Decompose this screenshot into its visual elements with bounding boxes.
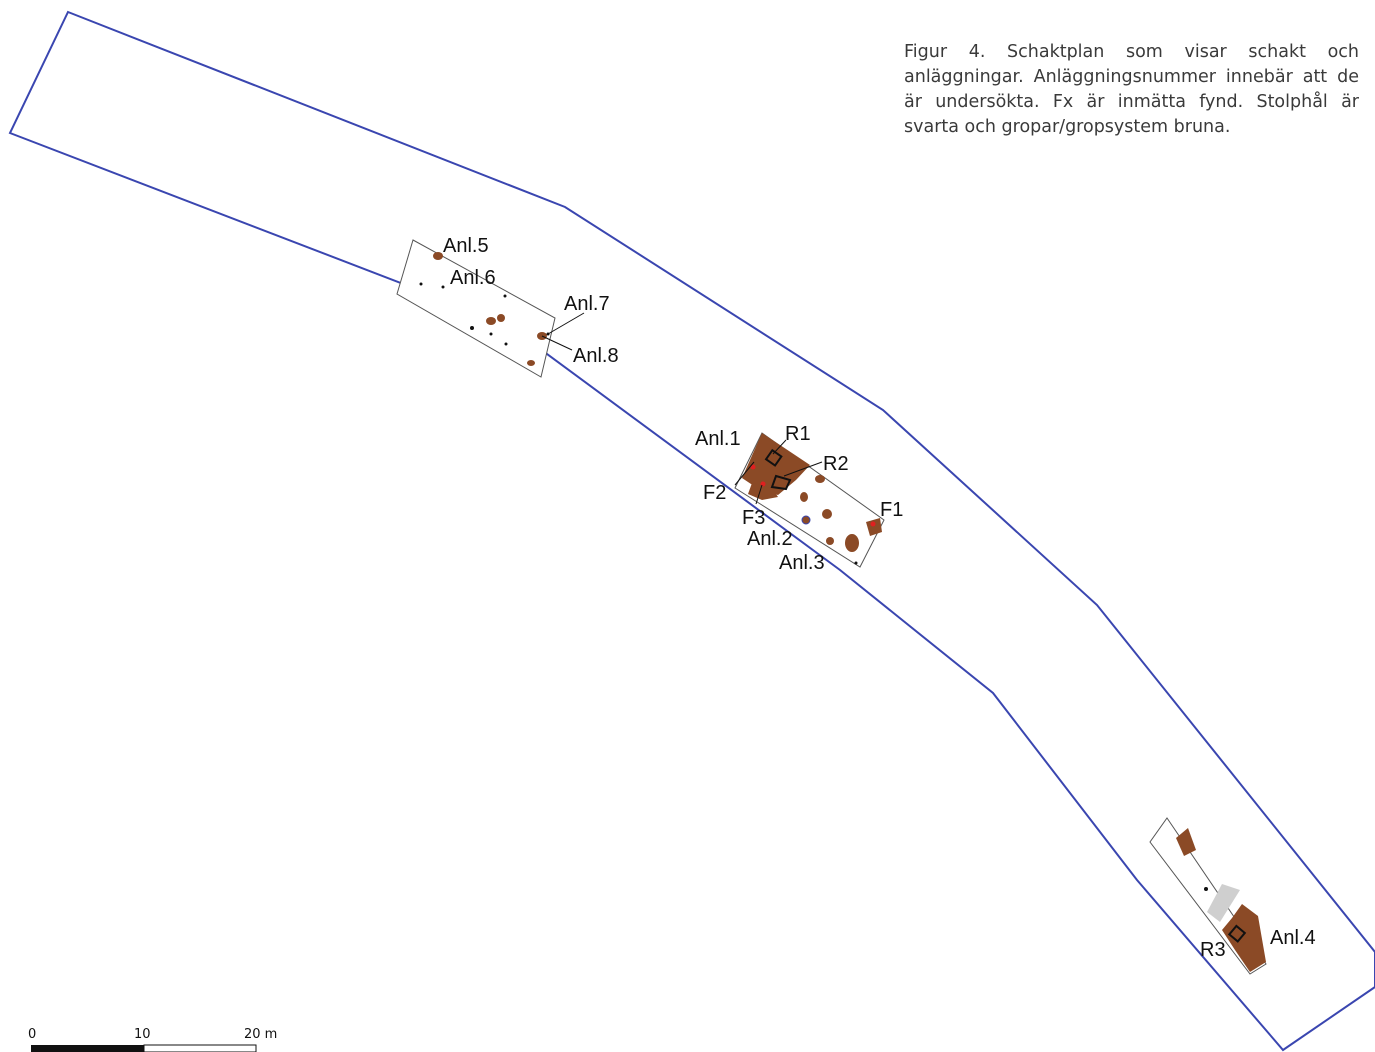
find-markers: [750, 464, 876, 527]
label-anl4: Anl.4: [1270, 927, 1316, 949]
label-r1: R1: [785, 423, 811, 445]
scale-bar: 0 10 20 m: [28, 1027, 277, 1052]
scale-bar-black-segment: [31, 1045, 144, 1052]
label-anl3: Anl.3: [779, 552, 825, 574]
find-marker-f1: [870, 521, 876, 527]
label-anl8: Anl.8: [573, 345, 619, 367]
label-r2: R2: [823, 453, 849, 475]
find-marker-f2: [750, 464, 756, 470]
label-f2: F2: [703, 482, 726, 504]
trench-outline-1: [396, 239, 556, 378]
scale-bar-white-segment: [143, 1044, 257, 1052]
sample-square-r2: [770, 474, 792, 491]
label-f1: F1: [880, 499, 903, 521]
feature-labels: Anl.5 Anl.6 Anl.7 Anl.8 Anl.1 R1 R2 F2 F…: [443, 235, 1316, 961]
features-trench-3: [1176, 828, 1266, 972]
sample-square-r3: [1227, 924, 1247, 943]
leader-lines: [541, 312, 823, 505]
label-anl5: Anl.5: [443, 235, 489, 257]
label-f3: F3: [742, 507, 765, 529]
scale-label-10: 10: [134, 1027, 151, 1042]
scale-label-20: 20 m: [244, 1027, 277, 1042]
sample-square-r1: [764, 448, 783, 467]
label-anl7: Anl.7: [564, 293, 610, 315]
area-boundary: [8, 10, 1375, 1052]
label-anl6: Anl.6: [450, 267, 496, 289]
features-trench-2: [742, 433, 882, 565]
label-anl1: Anl.1: [695, 428, 741, 450]
label-r3: R3: [1200, 939, 1226, 961]
label-anl2: Anl.2: [747, 528, 793, 550]
scale-label-0: 0: [28, 1027, 36, 1042]
figure-caption: Figur 4. Schaktplan som visar schakt och…: [904, 42, 1359, 137]
